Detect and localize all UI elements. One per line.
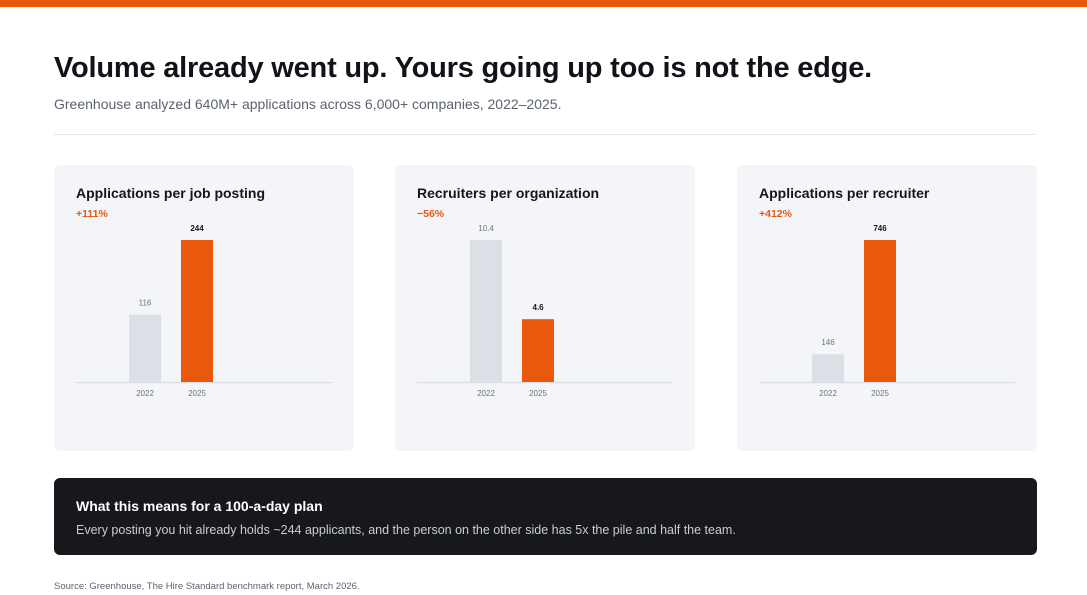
chart-card-applications-per-posting: Applications per job posting +111% 116 20… bbox=[54, 165, 354, 451]
bar-value-label: 746 bbox=[873, 224, 887, 233]
chart-title: Applications per recruiter bbox=[759, 185, 930, 201]
bar-chart: 146 2022 746 2025 bbox=[759, 224, 1015, 398]
callout-body: Every posting you hit already holds ~244… bbox=[76, 523, 736, 537]
page-subtitle: Greenhouse analyzed 640M+ applications a… bbox=[54, 96, 562, 112]
bar-value-label: 10.4 bbox=[478, 224, 494, 233]
accent-top-bar bbox=[0, 0, 1087, 7]
bar-2022 bbox=[129, 314, 161, 382]
bar-value-label: 244 bbox=[190, 224, 204, 233]
callout-title: What this means for a 100-a-day plan bbox=[76, 498, 323, 514]
x-tick-label: 2025 bbox=[871, 389, 889, 398]
x-tick-label: 2022 bbox=[136, 389, 154, 398]
bar-2022 bbox=[470, 240, 502, 382]
chart-title: Applications per job posting bbox=[76, 185, 265, 201]
source-note: Source: Greenhouse, The Hire Standard be… bbox=[54, 581, 360, 592]
chart-change-badge: +111% bbox=[76, 208, 108, 220]
chart-title: Recruiters per organization bbox=[417, 185, 600, 201]
bar-value-label: 116 bbox=[139, 298, 152, 307]
chart-card-applications-per-recruiter: Applications per recruiter +412% 146 2022… bbox=[737, 165, 1037, 451]
bar-2025 bbox=[864, 240, 896, 382]
takeaway-callout: What this means for a 100-a-day plan Eve… bbox=[54, 478, 1037, 555]
bar-2025 bbox=[522, 319, 554, 382]
x-tick-label: 2022 bbox=[819, 389, 837, 398]
x-tick-label: 2022 bbox=[477, 389, 495, 398]
bar-2022 bbox=[812, 354, 844, 382]
chart-change-badge: +412% bbox=[759, 208, 792, 220]
header-divider bbox=[54, 134, 1036, 135]
chart-change-badge: −56% bbox=[417, 208, 445, 220]
x-tick-label: 2025 bbox=[188, 389, 206, 398]
chart-card-recruiters-per-org: Recruiters per organization −56% 10.4 202… bbox=[395, 165, 695, 451]
bar-value-label: 146 bbox=[821, 338, 835, 347]
bar-chart: 116 2022 244 2025 bbox=[76, 224, 332, 398]
page-title: Volume already went up. Yours going up t… bbox=[54, 52, 872, 84]
x-tick-label: 2025 bbox=[529, 389, 547, 398]
bar-value-label: 4.6 bbox=[532, 303, 544, 312]
bar-chart: 10.4 2022 4.6 2025 bbox=[417, 224, 673, 398]
bar-2025 bbox=[181, 240, 213, 382]
